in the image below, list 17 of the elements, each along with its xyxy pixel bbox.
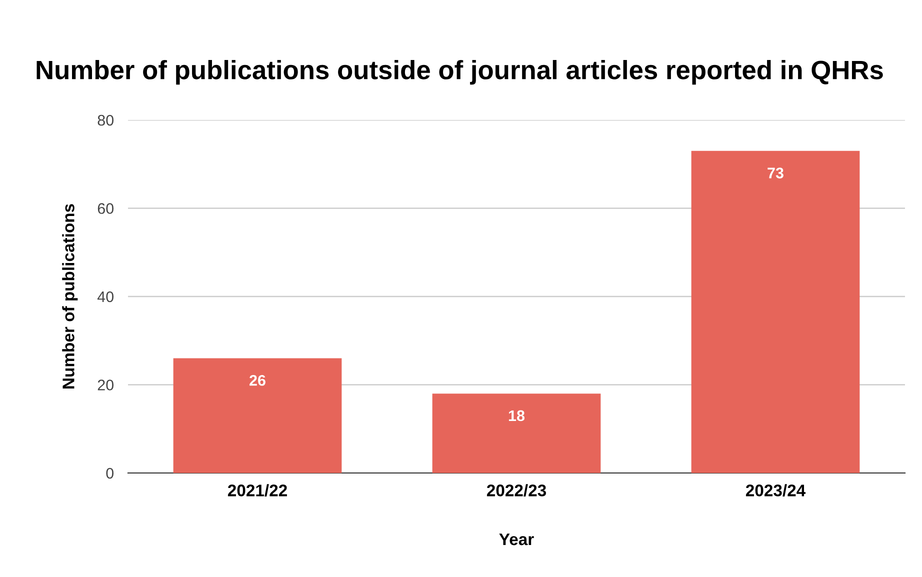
y-tick-label: 80 bbox=[98, 114, 114, 126]
data-label: 26 bbox=[250, 374, 266, 386]
x-tick-label: 2022/23 bbox=[486, 484, 546, 497]
bar bbox=[691, 150, 860, 473]
bar bbox=[432, 394, 601, 473]
y-tick-label: 20 bbox=[98, 380, 114, 390]
x-axis-title: Year bbox=[499, 534, 534, 546]
bar bbox=[173, 358, 342, 473]
x-tick-label: 2021/22 bbox=[228, 484, 287, 497]
y-axis-title: Number of publications bbox=[62, 204, 78, 388]
chart-title: Number of publications outside of journal articles reported in QHRs bbox=[36, 60, 883, 85]
y-tick-label: 0 bbox=[106, 468, 114, 479]
y-tick-label: 60 bbox=[98, 203, 114, 214]
data-label: 73 bbox=[768, 168, 784, 178]
x-tick-label: 2023/24 bbox=[746, 484, 806, 497]
data-label: 18 bbox=[508, 410, 525, 422]
y-tick-label: 40 bbox=[97, 291, 114, 302]
